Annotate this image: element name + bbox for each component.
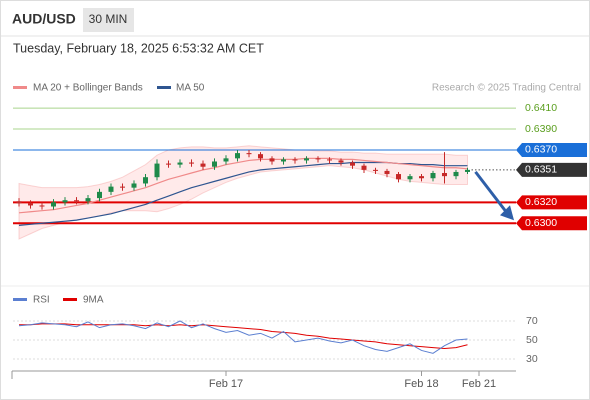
price-label: 0.6320 (525, 196, 557, 208)
price-label: 0.6300 (525, 217, 557, 229)
credit: Research © 2025 Trading Central (432, 83, 581, 94)
rsi-tick-label: 70 (526, 315, 538, 327)
price-label: 0.6410 (525, 102, 557, 114)
candle-body (28, 203, 33, 206)
candle-body (108, 186, 114, 192)
candle-body (338, 160, 344, 163)
x-tick-label: Feb 21 (462, 378, 496, 390)
bollinger-band (18, 145, 468, 240)
legend-swatch (157, 86, 171, 89)
forecast-arrow (474, 170, 510, 216)
x-tick-label: Feb 17 (209, 378, 243, 390)
price-label: 0.6351 (525, 164, 557, 176)
candle-body (350, 162, 355, 166)
legend-swatch (13, 298, 27, 301)
candle-body (407, 176, 413, 180)
timeframe[interactable]: 30 MIN (89, 12, 128, 26)
candle-body (177, 162, 183, 165)
candle-body (453, 171, 459, 177)
legend-swatch (63, 298, 77, 301)
candle-body (258, 154, 263, 159)
ma20-line (18, 157, 468, 214)
candle-body (212, 161, 217, 167)
candle-body (442, 173, 447, 177)
candle-body (39, 205, 45, 207)
rsi-tick-label: 30 (526, 353, 538, 365)
candle-body (131, 183, 137, 188)
legend-swatch (13, 86, 27, 89)
candle-body (97, 191, 102, 199)
price-tag (516, 216, 587, 231)
rsi-tick-label: 50 (526, 334, 538, 346)
candle-body (304, 158, 309, 161)
candle-body (315, 158, 321, 160)
candle-body (269, 158, 275, 162)
candle-body (74, 200, 79, 202)
rsi-ma-line (19, 323, 468, 350)
x-tick-label: Feb 18 (404, 378, 438, 390)
candle-body (120, 186, 125, 188)
candle-body (281, 159, 286, 162)
price-label: 0.6370 (525, 144, 557, 156)
candle-body (396, 174, 401, 180)
candle-body (223, 158, 229, 162)
candle-body (235, 153, 240, 159)
price-tag (516, 142, 587, 157)
price-label: 0.6390 (525, 123, 557, 135)
legend-entry: MA 50 (176, 83, 205, 94)
legend-entry: MA 20 + Bollinger Bands (33, 83, 143, 94)
timestamp: Tuesday, February 18, 2025 6:53:32 AM CE… (13, 41, 264, 55)
candle-body (384, 170, 390, 175)
candle-body (189, 162, 194, 164)
candle-body (62, 200, 68, 203)
timeframe-box[interactable] (83, 8, 134, 32)
symbol: AUD/USD (12, 11, 76, 27)
price-tag (516, 195, 587, 210)
candle-body (143, 177, 148, 184)
candle-body (327, 159, 332, 161)
rsi-line (18, 320, 468, 354)
forecast-arrowhead (500, 205, 514, 221)
candle-body (419, 176, 424, 179)
legend-entry: 9MA (83, 295, 104, 306)
candle-body (246, 153, 252, 155)
candle-body (166, 163, 171, 165)
candle-body (154, 163, 160, 178)
candle-body (361, 165, 367, 170)
candle-body (292, 159, 298, 161)
candle-body (430, 173, 436, 179)
candle-body (373, 169, 378, 171)
legend-entry: RSI (33, 295, 50, 306)
candle-body (51, 202, 56, 207)
price-tag (516, 162, 587, 177)
candle-body (465, 169, 470, 172)
candle-body (16, 201, 22, 204)
candle-body (200, 163, 206, 167)
candle-body (85, 198, 91, 202)
